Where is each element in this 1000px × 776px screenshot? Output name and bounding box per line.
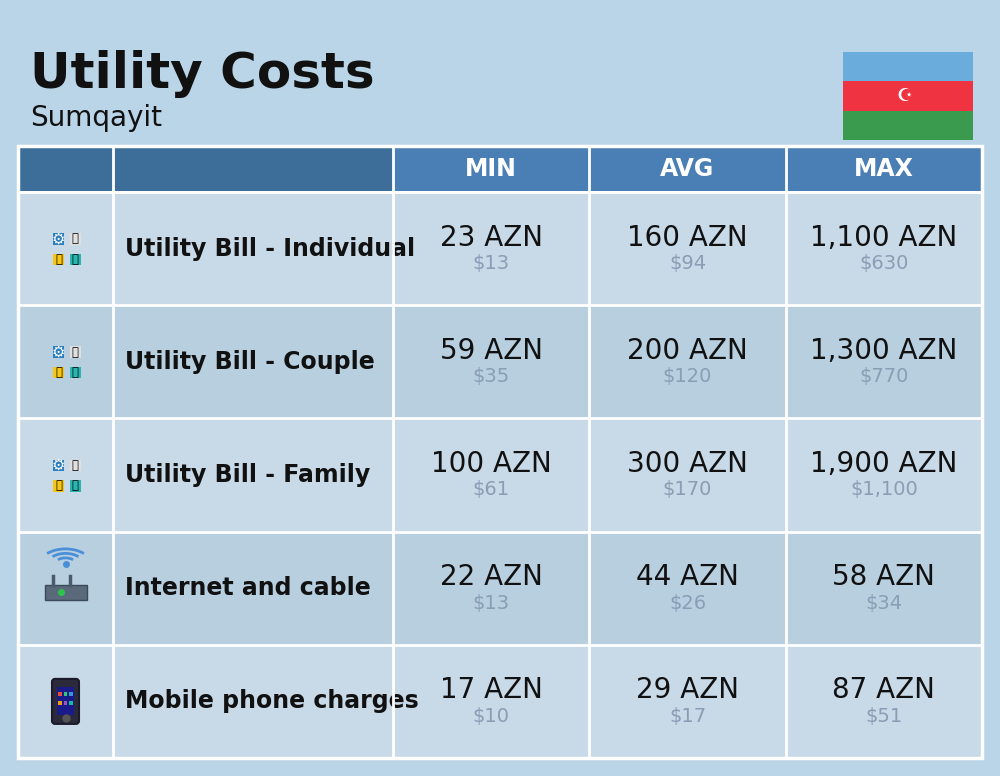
Text: 1,900 AZN: 1,900 AZN — [810, 450, 958, 478]
Bar — [53, 459, 64, 471]
Text: Internet and cable: Internet and cable — [125, 577, 371, 600]
Text: 17 AZN: 17 AZN — [440, 677, 543, 705]
Bar — [53, 480, 64, 492]
Text: 87 AZN: 87 AZN — [832, 677, 935, 705]
Bar — [393, 146, 589, 192]
Bar — [70, 459, 81, 471]
Text: $13: $13 — [473, 594, 510, 613]
Bar — [70, 234, 81, 244]
Text: AVG: AVG — [660, 157, 715, 181]
Text: $630: $630 — [859, 254, 909, 273]
Text: 300 AZN: 300 AZN — [627, 450, 748, 478]
Bar — [18, 532, 982, 645]
Bar — [69, 692, 73, 696]
Bar — [70, 480, 81, 492]
Text: Utility Bill - Couple: Utility Bill - Couple — [125, 350, 375, 374]
Text: $17: $17 — [669, 707, 706, 726]
Bar — [70, 346, 81, 358]
Text: 🔌: 🔌 — [55, 366, 62, 379]
Text: 200 AZN: 200 AZN — [627, 337, 748, 365]
Bar — [843, 81, 973, 111]
Text: MAX: MAX — [854, 157, 914, 181]
Text: 🚿: 🚿 — [72, 480, 79, 493]
Bar — [53, 254, 64, 265]
Text: 🔌: 🔌 — [55, 253, 62, 266]
Bar — [18, 192, 982, 305]
Text: Sumqayit: Sumqayit — [30, 104, 162, 132]
Bar — [64, 702, 67, 705]
Bar — [58, 692, 62, 696]
Bar — [58, 702, 62, 705]
Text: 🚿: 🚿 — [72, 366, 79, 379]
Bar — [70, 367, 81, 379]
Text: 👤: 👤 — [72, 233, 79, 245]
Bar — [53, 346, 64, 358]
Bar — [786, 146, 982, 192]
Text: 🚿: 🚿 — [72, 253, 79, 266]
Text: Utility Costs: Utility Costs — [30, 50, 375, 98]
Bar — [64, 692, 67, 696]
Text: $34: $34 — [865, 594, 902, 613]
Text: 1,100 AZN: 1,100 AZN — [810, 223, 957, 251]
Bar — [589, 146, 786, 192]
Bar — [18, 645, 982, 758]
Text: 59 AZN: 59 AZN — [440, 337, 543, 365]
Text: $94: $94 — [669, 254, 706, 273]
Text: $35: $35 — [473, 367, 510, 386]
Text: ☪: ☪ — [896, 87, 912, 105]
FancyBboxPatch shape — [52, 679, 79, 724]
Bar — [843, 111, 973, 140]
Text: 44 AZN: 44 AZN — [636, 563, 739, 591]
Text: 🔌: 🔌 — [55, 480, 62, 493]
Text: 100 AZN: 100 AZN — [431, 450, 552, 478]
Text: MIN: MIN — [465, 157, 517, 181]
Bar — [57, 687, 74, 715]
Text: Mobile phone charges: Mobile phone charges — [125, 689, 419, 713]
Text: $770: $770 — [859, 367, 909, 386]
Bar — [18, 418, 982, 532]
Text: $13: $13 — [473, 254, 510, 273]
Text: Utility Bill - Individual: Utility Bill - Individual — [125, 237, 415, 261]
Text: 👤: 👤 — [72, 459, 79, 472]
Text: 23 AZN: 23 AZN — [440, 223, 543, 251]
Bar — [69, 702, 73, 705]
Bar — [18, 305, 982, 418]
Bar — [70, 254, 81, 265]
Text: $120: $120 — [663, 367, 712, 386]
Bar — [53, 234, 64, 244]
Text: Utility Bill - Family: Utility Bill - Family — [125, 463, 370, 487]
Text: 22 AZN: 22 AZN — [440, 563, 543, 591]
Text: ⚙: ⚙ — [52, 231, 65, 247]
Text: $61: $61 — [473, 480, 510, 500]
Text: 👤: 👤 — [72, 345, 79, 359]
Text: $170: $170 — [663, 480, 712, 500]
Bar — [18, 146, 982, 758]
Text: $10: $10 — [473, 707, 510, 726]
Text: 58 AZN: 58 AZN — [832, 563, 935, 591]
Text: ⚙: ⚙ — [52, 458, 65, 473]
Text: 29 AZN: 29 AZN — [636, 677, 739, 705]
Text: $26: $26 — [669, 594, 706, 613]
Bar — [843, 52, 973, 81]
Text: ⚙: ⚙ — [52, 345, 65, 359]
Text: $1,100: $1,100 — [850, 480, 918, 500]
Bar — [44, 584, 87, 600]
Text: 1,300 AZN: 1,300 AZN — [810, 337, 958, 365]
Bar — [18, 146, 393, 192]
Text: 160 AZN: 160 AZN — [627, 223, 748, 251]
Text: $51: $51 — [865, 707, 902, 726]
Bar — [53, 367, 64, 379]
